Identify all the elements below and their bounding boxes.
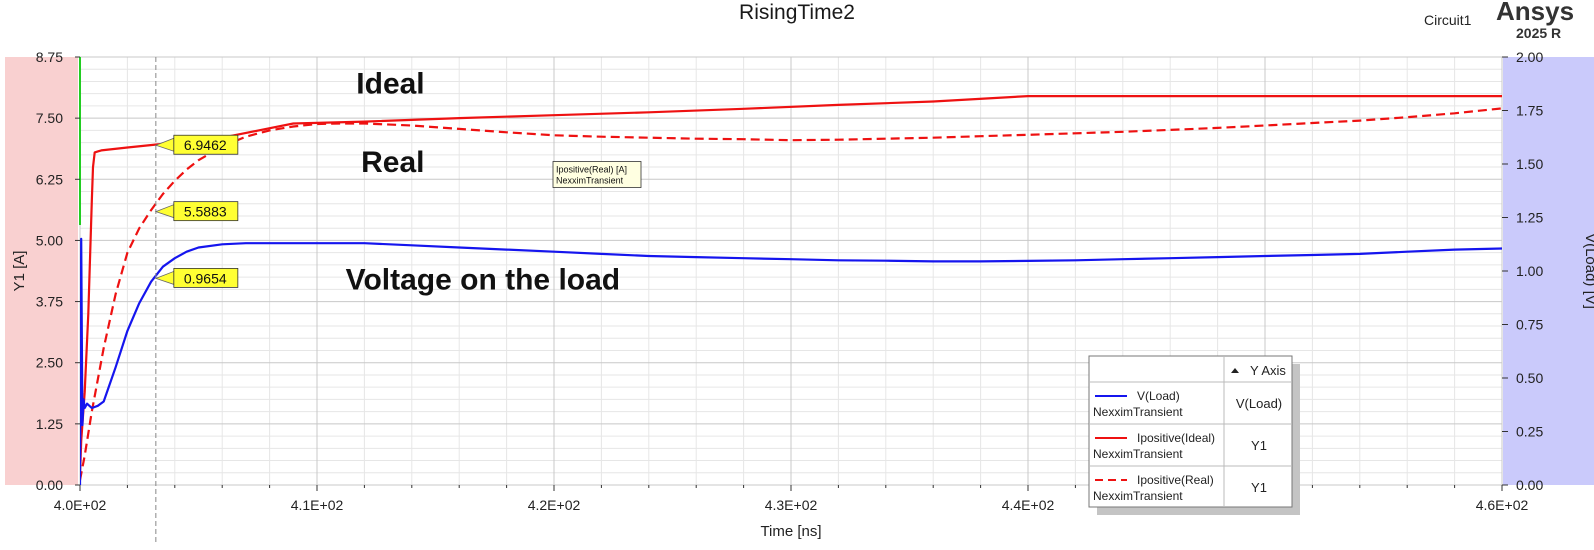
x-tick-label: 4.0E+02 <box>54 497 107 513</box>
y-axis-label: Y1 [A] <box>11 251 28 292</box>
tooltip-line1: Ipositive(Real) [A] <box>556 165 627 175</box>
chart-title: RisingTime2 <box>739 1 855 24</box>
y-tick-label: 7.50 <box>36 110 63 126</box>
brand-version: 2025 R <box>1516 25 1562 41</box>
series-line-v-load <box>80 237 1502 485</box>
y2-tick-label: 0.25 <box>1516 424 1543 440</box>
legend-series-axis: Y1 <box>1251 438 1267 453</box>
x-axis-label: Time [ns] <box>760 523 821 540</box>
y-tick-label: 1.25 <box>36 416 63 432</box>
legend-series-name: V(Load) <box>1137 389 1180 403</box>
y2-tick-label: 0.50 <box>1516 370 1543 386</box>
y2-axis-label: V(Load) [V] <box>1582 233 1594 309</box>
marker-label: 0.9654 <box>184 270 227 286</box>
legend-series-name: Ipositive(Real) <box>1137 473 1214 487</box>
y2-tick-label: 1.25 <box>1516 210 1543 226</box>
legend-series-axis: Y1 <box>1251 480 1267 495</box>
brand-logo: Ansys <box>1496 0 1575 26</box>
y-tick-label: 3.75 <box>36 294 63 310</box>
y2-tick-label: 0.00 <box>1516 477 1543 493</box>
project-name: Circuit1 <box>1424 12 1472 28</box>
marker-box[interactable] <box>173 268 239 288</box>
series-line-ipositive-real <box>80 107 1502 481</box>
y1-axis-band <box>5 57 78 485</box>
legend-header: Y Axis <box>1250 363 1286 378</box>
legend-series-axis: V(Load) <box>1236 396 1282 411</box>
y2-tick-label: 1.75 <box>1516 103 1543 119</box>
y-tick-label: 5.00 <box>36 232 63 248</box>
annotation-label: Ideal <box>356 68 424 101</box>
y2-axis-band <box>1503 57 1594 485</box>
y2-tick-label: 1.50 <box>1516 156 1543 172</box>
marker-box[interactable] <box>173 134 239 155</box>
y-tick-label: 0.00 <box>36 477 63 493</box>
x-tick-label: 4.3E+02 <box>765 497 818 513</box>
y-tick-label: 8.75 <box>36 49 63 65</box>
legend-series-source: NexximTransient <box>1093 447 1183 461</box>
annotation-label: Real <box>361 146 424 179</box>
legend-series-source: NexximTransient <box>1093 489 1183 503</box>
annotation-label: Voltage on the load <box>346 263 620 296</box>
legend-series-source: NexximTransient <box>1093 405 1183 419</box>
legend[interactable] <box>1088 355 1293 508</box>
tooltip-line2: NexximTransient <box>556 176 624 186</box>
marker-box[interactable] <box>173 201 239 222</box>
x-tick-label: 4.6E+02 <box>1476 497 1529 513</box>
x-tick-label: 4.1E+02 <box>291 497 344 513</box>
y2-tick-label: 0.75 <box>1516 317 1543 333</box>
x-tick-label: 4.2E+02 <box>528 497 581 513</box>
y-tick-label: 6.25 <box>36 171 63 187</box>
marker-label: 6.9462 <box>184 137 227 153</box>
marker-label: 5.5883 <box>184 204 227 220</box>
sort-arrow-icon[interactable] <box>1231 368 1239 373</box>
x-tick-label: 4.4E+02 <box>1002 497 1055 513</box>
y2-tick-label: 1.00 <box>1516 263 1543 279</box>
y-tick-label: 2.50 <box>36 355 63 371</box>
series-line-ipositive-ideal <box>80 94 1502 476</box>
y2-tick-label: 2.00 <box>1516 49 1543 65</box>
tooltip-box <box>552 161 642 188</box>
legend-series-name: Ipositive(Ideal) <box>1137 431 1215 445</box>
